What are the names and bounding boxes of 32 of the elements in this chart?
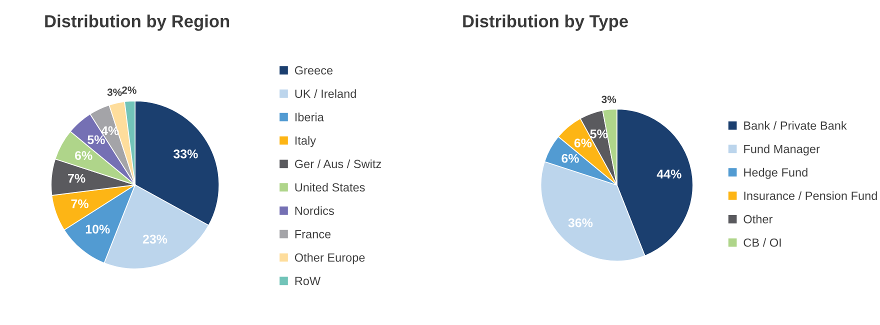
legend-label: Bank / Private Bank [744, 121, 847, 130]
legend-label: United States [295, 182, 365, 192]
data-label: 7% [71, 199, 88, 208]
data-label: 10% [86, 224, 110, 234]
legend-label: Italy [295, 136, 316, 148]
data-label: 3% [107, 88, 122, 96]
data-label: 6% [562, 154, 579, 163]
legend-label: RoW [295, 276, 321, 286]
legend-label: Other [744, 214, 772, 224]
data-label: 6% [74, 151, 92, 160]
chart-title: Distribution by Region [45, 14, 230, 31]
legend-label: Greece [294, 66, 333, 75]
data-label: 33% [173, 150, 198, 158]
data-label: 2% [122, 86, 136, 94]
legend-label: Fund Manager [744, 144, 820, 156]
legend-label: Ger / Aus / Switz [294, 159, 382, 168]
legend-label: Iberia [295, 112, 324, 122]
legend-label: Nordics [295, 206, 334, 215]
data-label: 23% [142, 234, 168, 244]
data-label: 5% [88, 135, 105, 144]
data-label: 36% [568, 218, 593, 228]
legend-label: Other Europe [294, 253, 365, 264]
legend-label: UK / Ireland [295, 89, 356, 98]
chart-title: Distribution by Type [463, 14, 628, 31]
legend-label: Hedge Fund [744, 168, 808, 179]
data-label: 6% [574, 138, 592, 148]
data-label: 3% [602, 96, 616, 104]
data-label: 7% [68, 174, 86, 183]
data-label: 44% [656, 170, 682, 178]
legend-label: CB / OI [744, 238, 781, 247]
legend-label: Insurance / Pension Fund [744, 191, 877, 200]
legend-label: France [295, 230, 331, 238]
